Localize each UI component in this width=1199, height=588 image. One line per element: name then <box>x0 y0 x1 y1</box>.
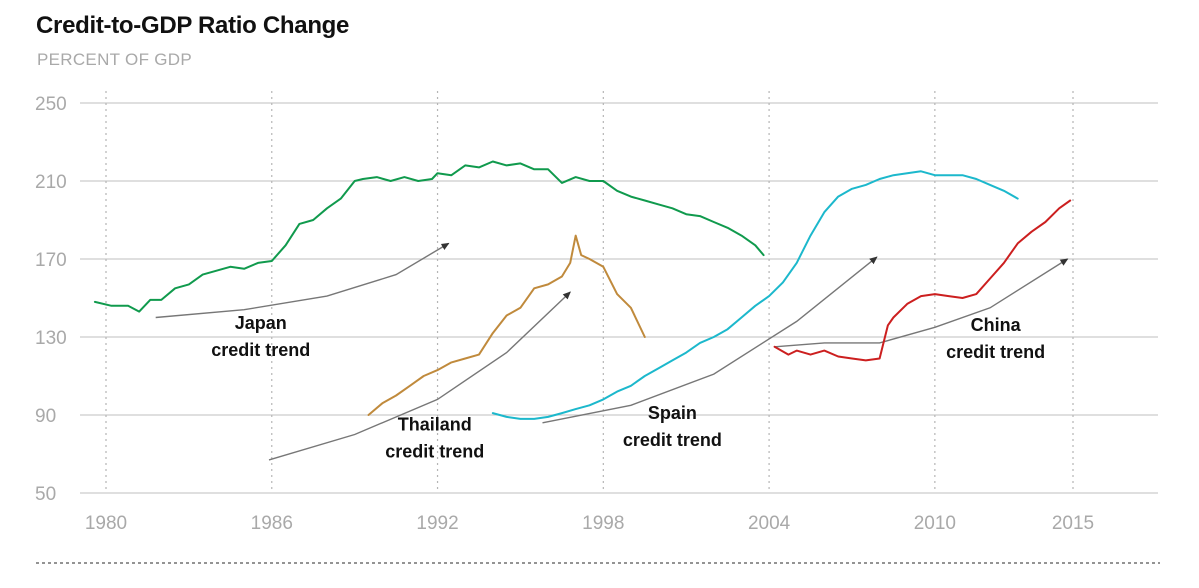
japan-credit-trend-arrow <box>155 242 450 319</box>
china-series-line <box>773 199 1072 362</box>
x-tick-label: 1998 <box>582 513 624 534</box>
china-credit-trend-arrow <box>774 258 1069 348</box>
y-tick-label: 170 <box>35 250 67 271</box>
chart-title: Credit-to-GDP Ratio Change <box>36 12 350 39</box>
x-tick-label: 1980 <box>85 513 127 534</box>
grid: 50 90 130 170 210 250 1980 1986 1992 1998 2004 2010… <box>35 91 1158 534</box>
thailand-trend-annotation: Thailand credit trend <box>385 415 484 462</box>
annotation-labels: Japan credit trend Thailand credit trend Spa… <box>211 313 1045 461</box>
y-axis-unit-label: PERCENT OF GDP <box>37 50 193 69</box>
y-tick-label: 90 <box>35 406 56 427</box>
x-tick-label: 1986 <box>251 513 293 534</box>
series-lines <box>93 160 1072 420</box>
thailand-series-line <box>367 234 646 416</box>
y-tick-label: 210 <box>35 172 67 193</box>
x-tick-label: 2010 <box>914 513 956 534</box>
spain-credit-trend-arrow <box>542 256 878 424</box>
x-tick-label: 1992 <box>416 513 458 534</box>
japan-series-line <box>93 160 765 313</box>
japan-trend-annotation: Japan credit trend <box>211 313 310 360</box>
trend-arrows <box>155 242 1069 461</box>
x-tick-label: 2015 <box>1052 513 1094 534</box>
y-tick-label: 130 <box>35 328 67 349</box>
thailand-credit-trend-arrow <box>268 291 571 461</box>
spain-series-line <box>491 170 1019 420</box>
y-tick-label: 50 <box>35 484 56 505</box>
x-tick-label: 2004 <box>748 513 791 534</box>
spain-trend-annotation: Spain credit trend <box>623 403 722 450</box>
y-tick-label: 250 <box>35 94 67 115</box>
china-trend-annotation: China credit trend <box>946 315 1045 362</box>
